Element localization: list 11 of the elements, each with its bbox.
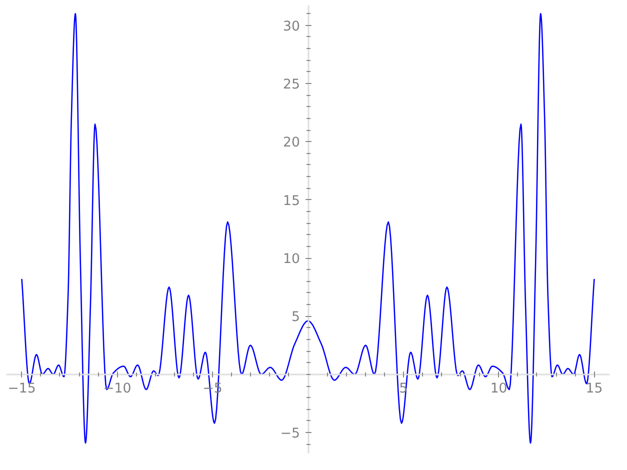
y-tick-label: 20 xyxy=(283,136,300,151)
y-tick-label: 30 xyxy=(283,19,300,34)
x-tick-label: 10 xyxy=(490,381,508,396)
y-tick-label: 15 xyxy=(283,194,300,209)
y-tick-label: −5 xyxy=(280,426,300,442)
x-tick-label: 15 xyxy=(586,381,603,396)
x-tick-label: −15 xyxy=(8,381,36,396)
x-tick-label: −10 xyxy=(103,381,132,396)
y-tick-label: 25 xyxy=(283,77,300,92)
y-tick-label: 5 xyxy=(292,310,300,326)
y-tick-label: 10 xyxy=(283,252,300,268)
